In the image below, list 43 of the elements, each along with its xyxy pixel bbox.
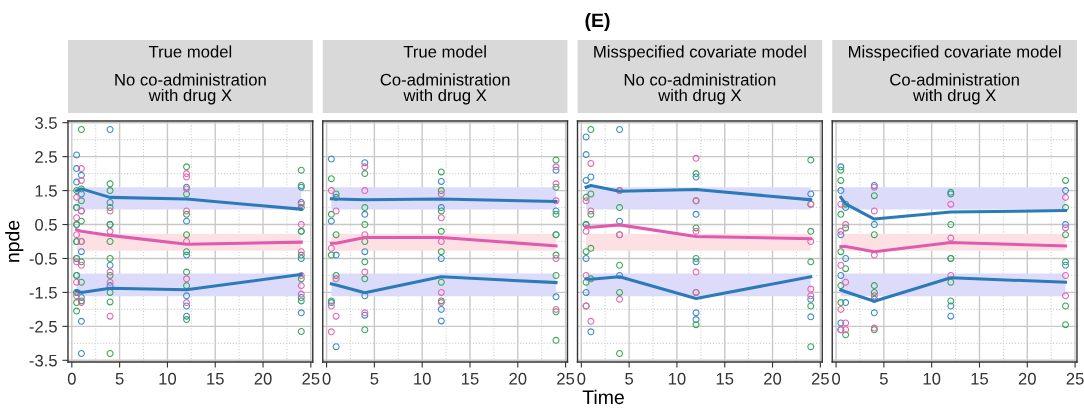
chart-subtitle: No co-administration with drug X: [624, 73, 776, 105]
x-tick-label: 10: [159, 372, 177, 385]
x-tick-label: 5: [879, 373, 888, 385]
text: (E): [585, 12, 610, 32]
chart-subtitle: No co-administration with drug X: [115, 73, 266, 105]
x-tick-label: 0: [832, 372, 841, 385]
y-tick-label: 0.5: [35, 218, 57, 231]
x-tick-label: 25: [811, 372, 829, 385]
chart-title: True model: [148, 45, 232, 58]
y-tick-label: -3.5: [29, 354, 57, 367]
x-tick-label: 25: [557, 372, 575, 385]
chart-title: True model: [403, 45, 486, 58]
x-axis-title: Time: [582, 389, 624, 405]
x-tick-label: 10: [668, 372, 686, 385]
x-tick-label: 20: [1018, 372, 1036, 385]
y-tick-label: 2.5: [35, 151, 57, 163]
x-tick-label: 25: [302, 372, 320, 385]
x-tick-label: 10: [414, 372, 431, 385]
x-tick-label: 5: [625, 373, 634, 385]
y-tick-label: 1.5: [35, 185, 57, 197]
x-tick-label: 25: [1066, 372, 1084, 385]
x-tick-label: 5: [115, 373, 124, 385]
x-tick-label: 15: [716, 373, 734, 385]
x-tick-label: 5: [370, 373, 379, 385]
chart-subtitle: Co-administration with drug X: [890, 73, 1019, 105]
x-tick-label: 20: [509, 372, 527, 385]
chart-title: Misspecified covariate model: [849, 45, 1061, 61]
y-tick-label: -1.5: [29, 286, 57, 299]
chart-subtitle: Co-administration with drug X: [380, 73, 510, 105]
x-tick-label: 0: [67, 372, 76, 385]
x-tick-label: 0: [577, 372, 586, 385]
y-tick-label: 3.5: [35, 117, 57, 129]
x-tick-label: 10: [923, 372, 941, 385]
y-tick-label: -2.5: [29, 320, 57, 333]
y-axis-title: npde: [5, 220, 24, 262]
x-tick-label: 0: [322, 372, 331, 385]
y-tick-label: -0.5: [29, 252, 57, 265]
x-tick-label: 15: [971, 373, 989, 385]
x-tick-label: 20: [764, 372, 782, 385]
x-tick-label: 15: [461, 373, 479, 385]
chart-title: Misspecified covariate model: [594, 45, 806, 61]
x-tick-label: 20: [254, 372, 272, 385]
x-tick-label: 15: [207, 373, 224, 385]
